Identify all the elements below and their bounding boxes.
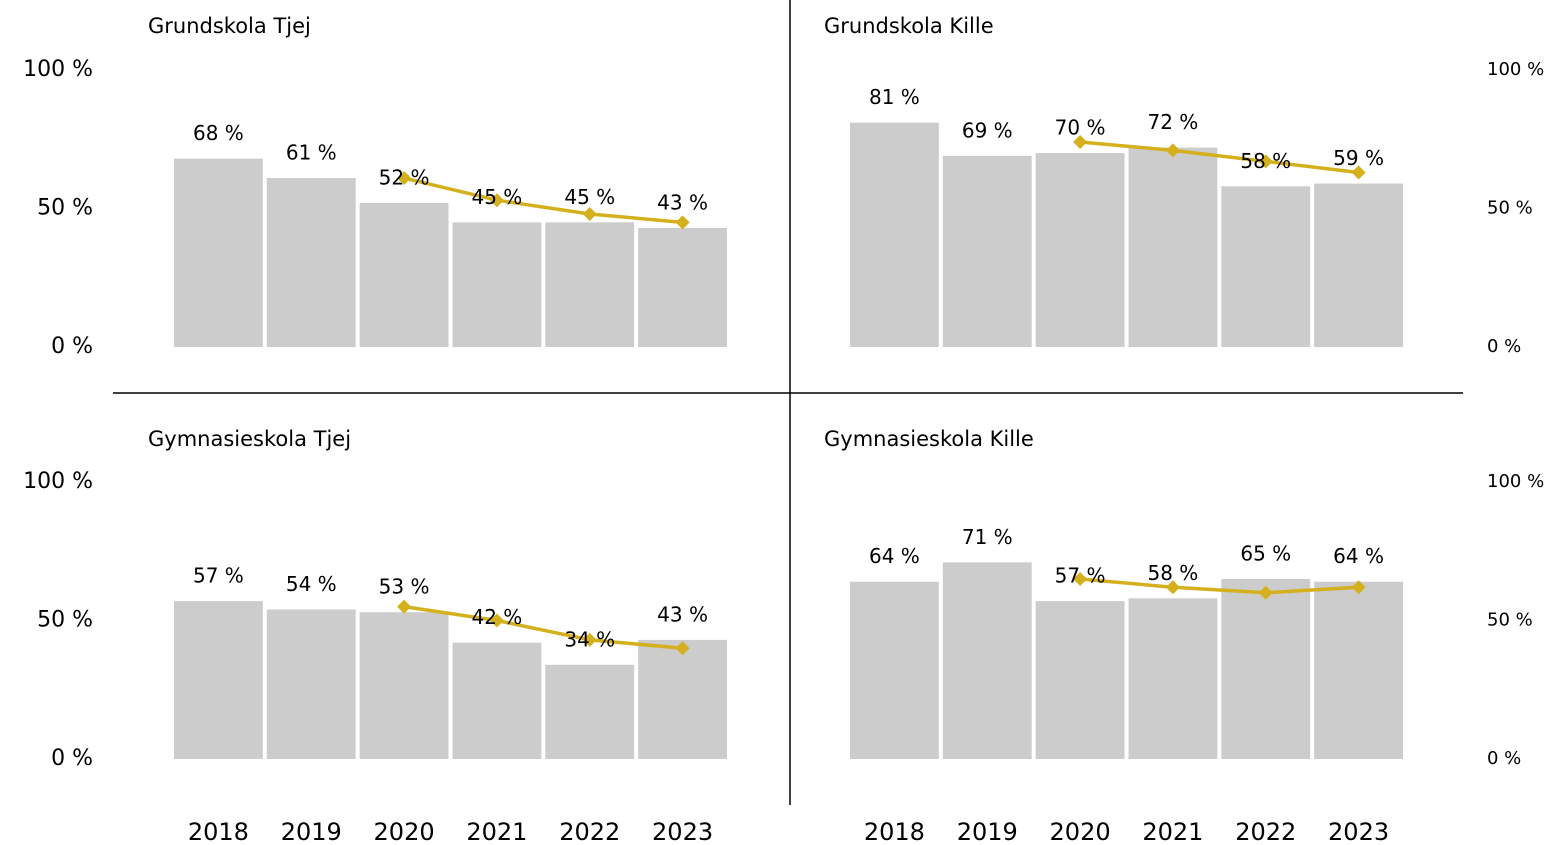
bar [266, 609, 356, 759]
bar [174, 158, 263, 347]
line-marker [675, 641, 690, 656]
y-tick-label: 0 % [51, 334, 93, 359]
bar [1035, 601, 1125, 759]
bar [545, 222, 635, 347]
bar [850, 581, 939, 759]
x-tick-label: 2023 [1328, 818, 1389, 845]
line-marker [397, 599, 412, 614]
bar [942, 155, 1032, 347]
x-tick-label: 2020 [1050, 818, 1111, 845]
bar [1128, 598, 1218, 759]
data-label: 58 % [1240, 149, 1291, 173]
data-label: 64 % [869, 544, 920, 568]
line-marker [397, 171, 412, 186]
data-label: 57 % [193, 564, 244, 588]
line-marker [1073, 571, 1088, 586]
bar [174, 601, 263, 759]
bar [1221, 578, 1311, 759]
y-tick-label: 100 % [1487, 471, 1544, 492]
line [1079, 577, 1359, 595]
line-marker [489, 193, 504, 208]
data-label: 43 % [657, 190, 708, 214]
data-label: 52 % [379, 165, 430, 189]
data-label: 64 % [1333, 544, 1384, 568]
y-tick-label: 100 % [23, 57, 93, 82]
x-tick-label: 2018 [188, 818, 249, 845]
bar [452, 642, 542, 759]
bar [638, 227, 727, 347]
data-label: 54 % [286, 572, 337, 596]
x-tick-label: 2022 [1235, 818, 1296, 845]
data-label: 34 % [564, 627, 615, 651]
bar [1314, 183, 1403, 347]
bar [942, 562, 1032, 759]
bar [359, 612, 449, 759]
bar [1314, 581, 1403, 759]
data-label: 70 % [1055, 116, 1106, 140]
data-label: 71 % [962, 525, 1013, 549]
chart-title: Gymnasieskola Tjej [148, 427, 351, 451]
data-label: 45 % [564, 185, 615, 209]
line-marker [582, 207, 597, 222]
y-tick-label: 0 % [51, 746, 93, 771]
bar [1221, 186, 1311, 347]
chart-title: Grundskola Kille [824, 14, 994, 38]
data-label: 53 % [379, 575, 430, 599]
y-tick-label: 50 % [37, 608, 93, 633]
y-tick-label: 50 % [1487, 610, 1533, 631]
line-marker [489, 613, 504, 628]
x-tick-label: 2023 [652, 818, 713, 845]
line-marker [1258, 585, 1273, 600]
x-tick-label: 2021 [466, 818, 527, 845]
line-marker [1258, 154, 1273, 169]
data-label: 72 % [1148, 110, 1199, 134]
line [403, 604, 683, 650]
bar [545, 664, 635, 759]
data-label: 57 % [1055, 564, 1106, 588]
y-tick-label: 0 % [1487, 336, 1521, 357]
data-label: 58 % [1148, 561, 1199, 585]
bar [638, 639, 727, 759]
line [403, 176, 683, 225]
line-marker [1073, 135, 1088, 150]
y-tick-label: 100 % [23, 469, 93, 494]
data-label: 61 % [286, 141, 337, 165]
y-tick-label: 100 % [1487, 59, 1544, 80]
x-tick-label: 2022 [559, 818, 620, 845]
bar [452, 222, 542, 347]
data-label: 42 % [472, 605, 523, 629]
bar [359, 202, 449, 347]
data-label: 68 % [193, 121, 244, 145]
data-label: 45 % [472, 185, 523, 209]
y-tick-label: 50 % [1487, 198, 1533, 219]
line-marker [1351, 165, 1366, 180]
line-marker [1165, 143, 1180, 158]
chart-title: Grundskola Tjej [148, 14, 311, 38]
data-label: 43 % [657, 602, 708, 626]
y-tick-label: 50 % [37, 196, 93, 221]
line [1079, 140, 1359, 175]
line-marker [582, 632, 597, 647]
data-label: 69 % [962, 118, 1013, 142]
y-tick-label: 0 % [1487, 748, 1521, 769]
x-tick-label: 2021 [1142, 818, 1203, 845]
line-marker [675, 215, 690, 230]
chart-title: Gymnasieskola Kille [824, 427, 1034, 451]
line-marker [1351, 580, 1366, 595]
data-label: 65 % [1240, 541, 1291, 565]
data-label: 81 % [869, 85, 920, 109]
bar [266, 178, 356, 347]
x-tick-label: 2019 [281, 818, 342, 845]
line-marker [1165, 580, 1180, 595]
x-tick-label: 2018 [864, 818, 925, 845]
bar [1128, 147, 1218, 347]
bar [1035, 153, 1125, 347]
x-tick-label: 2020 [374, 818, 435, 845]
bar [850, 122, 939, 347]
x-tick-label: 2019 [957, 818, 1018, 845]
data-label: 59 % [1333, 146, 1384, 170]
